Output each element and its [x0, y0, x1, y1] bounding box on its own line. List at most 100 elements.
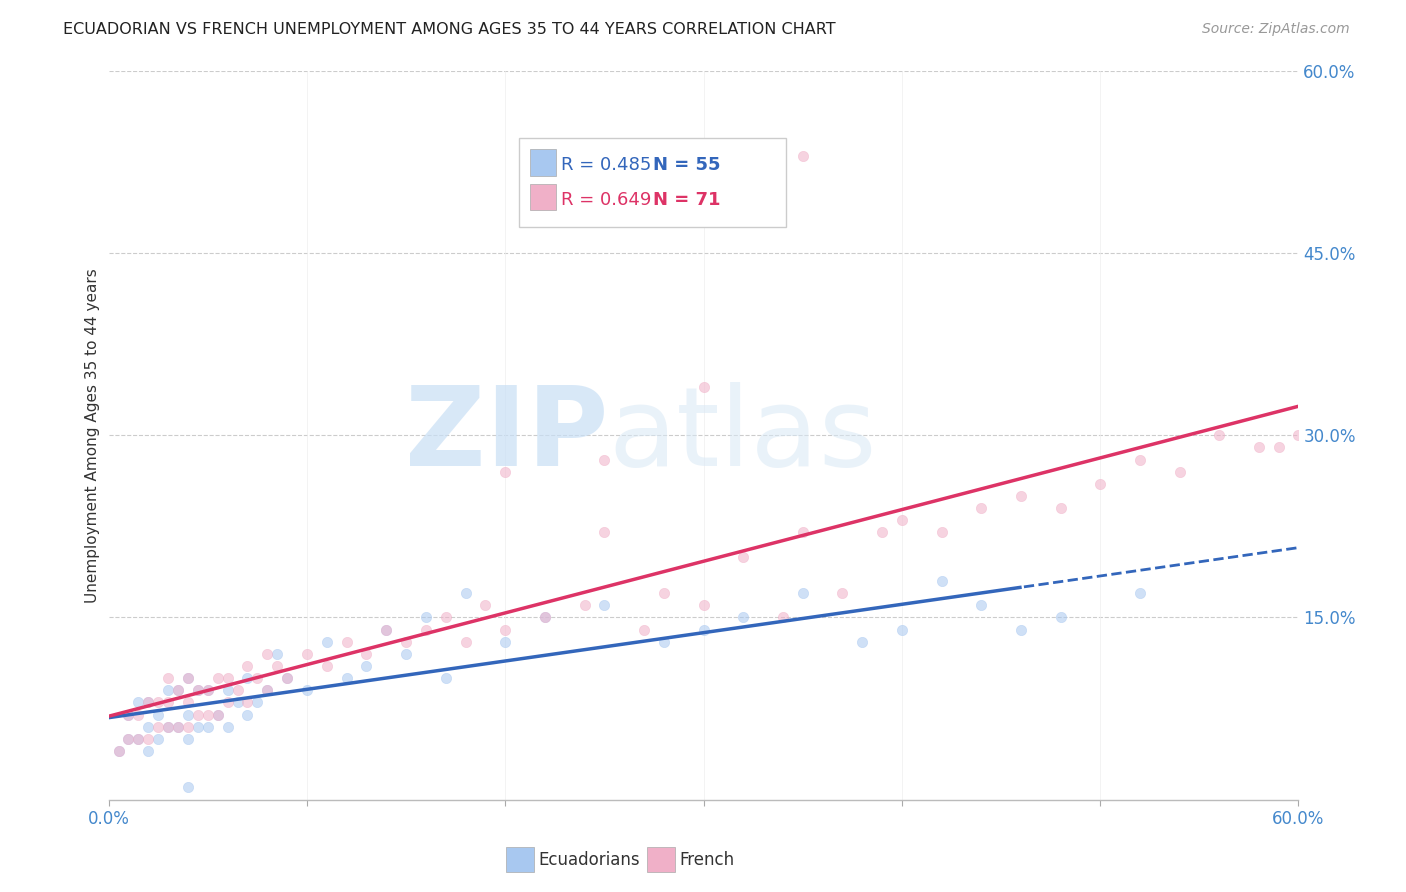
Point: [157, 671, 180, 685]
Point: [197, 683, 219, 698]
Point: [136, 720, 159, 734]
Point: [197, 720, 219, 734]
Point: [256, 647, 278, 661]
Point: [1247, 441, 1270, 455]
Point: [157, 720, 180, 734]
Point: [494, 465, 516, 479]
Point: [107, 744, 129, 758]
Point: [593, 525, 616, 540]
Text: Ecuadorians: Ecuadorians: [538, 851, 640, 869]
Point: [187, 683, 209, 698]
Point: [434, 671, 457, 685]
Point: [226, 695, 249, 709]
Point: [187, 720, 209, 734]
Point: [177, 780, 200, 795]
Point: [148, 695, 170, 709]
Point: [534, 610, 557, 624]
Point: [593, 452, 616, 467]
Point: [574, 599, 596, 613]
Point: [375, 623, 398, 637]
Point: [207, 707, 229, 722]
Point: [315, 634, 337, 648]
Point: [1168, 465, 1191, 479]
Point: [177, 707, 200, 722]
Point: [733, 549, 755, 564]
Point: [692, 380, 714, 394]
Point: [652, 634, 675, 648]
Point: [157, 720, 180, 734]
Point: [356, 647, 378, 661]
Point: [336, 671, 359, 685]
Point: [792, 149, 814, 163]
Point: [534, 610, 557, 624]
Point: [1010, 489, 1032, 503]
Point: [1088, 476, 1111, 491]
Point: [851, 634, 873, 648]
Point: [197, 683, 219, 698]
Text: R = 0.649: R = 0.649: [561, 191, 651, 209]
Point: [336, 634, 359, 648]
Point: [148, 720, 170, 734]
Point: [266, 647, 288, 661]
Point: [692, 599, 714, 613]
Text: N = 71: N = 71: [652, 191, 720, 209]
Point: [931, 525, 953, 540]
Text: R = 0.485: R = 0.485: [561, 156, 651, 175]
Point: [167, 720, 190, 734]
Point: [356, 659, 378, 673]
Point: [415, 610, 437, 624]
Point: [652, 586, 675, 600]
Point: [1049, 501, 1071, 516]
Point: [494, 634, 516, 648]
Point: [970, 599, 993, 613]
Point: [831, 586, 853, 600]
Y-axis label: Unemployment Among Ages 35 to 44 years: Unemployment Among Ages 35 to 44 years: [86, 268, 100, 603]
Point: [295, 683, 318, 698]
Point: [246, 671, 269, 685]
Point: [692, 623, 714, 637]
Point: [236, 659, 259, 673]
Point: [167, 683, 190, 698]
Point: [217, 720, 239, 734]
Point: [633, 623, 655, 637]
Point: [236, 671, 259, 685]
Point: [454, 586, 477, 600]
Point: [970, 501, 993, 516]
Point: [415, 623, 437, 637]
Point: [494, 623, 516, 637]
Text: ECUADORIAN VS FRENCH UNEMPLOYMENT AMONG AGES 35 TO 44 YEARS CORRELATION CHART: ECUADORIAN VS FRENCH UNEMPLOYMENT AMONG …: [63, 22, 837, 37]
Text: French: French: [679, 851, 734, 869]
Point: [1010, 623, 1032, 637]
Point: [1049, 610, 1071, 624]
Point: [217, 683, 239, 698]
Point: [1288, 428, 1310, 442]
Point: [1267, 441, 1289, 455]
Point: [395, 647, 418, 661]
Point: [890, 623, 912, 637]
Point: [117, 707, 139, 722]
Point: [217, 695, 239, 709]
Point: [1208, 428, 1230, 442]
Point: [136, 731, 159, 746]
Point: [772, 610, 794, 624]
Text: ZIP: ZIP: [405, 382, 609, 489]
Point: [266, 659, 288, 673]
Point: [295, 647, 318, 661]
Point: [177, 695, 200, 709]
Point: [256, 683, 278, 698]
Point: [207, 707, 229, 722]
Point: [931, 574, 953, 588]
Point: [276, 671, 298, 685]
Point: [1129, 452, 1152, 467]
Point: [187, 683, 209, 698]
Point: [167, 720, 190, 734]
Point: [177, 671, 200, 685]
Point: [246, 695, 269, 709]
Point: [256, 683, 278, 698]
Point: [474, 599, 496, 613]
Point: [136, 695, 159, 709]
Point: [792, 586, 814, 600]
Point: [136, 695, 159, 709]
Point: [177, 671, 200, 685]
Point: [127, 707, 149, 722]
